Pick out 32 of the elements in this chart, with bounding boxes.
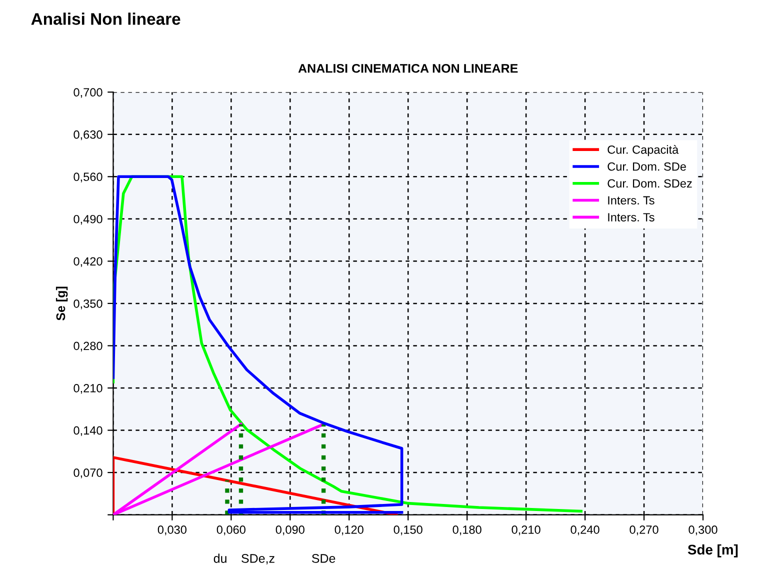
x-tick-label: 0,150 <box>394 526 422 536</box>
y-tick-label: 0,350 <box>74 299 102 310</box>
x-tick-label: 0,090 <box>276 526 304 536</box>
y-tick-label: 0,630 <box>74 130 102 140</box>
y-tick-label: 0,280 <box>74 342 102 352</box>
x-tick-label: 0,180 <box>452 526 482 536</box>
x-tick-label: 0,240 <box>570 526 600 536</box>
legend-label: Inters. Ts <box>608 196 654 205</box>
x-tick-label: 0,210 <box>512 526 540 536</box>
legend-label: Cur. Capacità <box>608 145 679 156</box>
legend-label: Inters. Ts <box>608 213 654 222</box>
y-tick-label: 0,490 <box>74 214 102 225</box>
x-tick-label: 0,030 <box>158 526 186 536</box>
x-tick-label: 0,270 <box>630 526 658 536</box>
y-tick-label: 0,210 <box>74 384 102 394</box>
chart-title: Analisi Non lineare <box>31 12 180 25</box>
text: du <box>214 554 226 563</box>
text: SDe,z <box>242 554 274 564</box>
x-tick-label: 0,120 <box>334 526 364 536</box>
legend-label: Cur. Dom. SDez <box>608 179 692 188</box>
x-axis-title: Sde [m] <box>688 544 738 558</box>
x-tick-label: 0,060 <box>216 526 246 536</box>
y-tick-label: 0,560 <box>74 172 102 182</box>
y-tick-label: 0,700 <box>74 88 102 98</box>
chart-subtitle: ANALISI CINEMATICA NON LINEARE <box>298 64 518 73</box>
y-tick-label: 0,140 <box>74 426 102 436</box>
x-tick-label: 0,300 <box>688 526 718 536</box>
y-tick-label: 0,070 <box>74 468 102 478</box>
y-tick-label: 0,420 <box>74 257 102 267</box>
y-axis-title: Se [g] <box>56 286 68 320</box>
legend-label: Cur. Dom. SDe <box>608 162 686 171</box>
text: SDe <box>312 554 336 563</box>
